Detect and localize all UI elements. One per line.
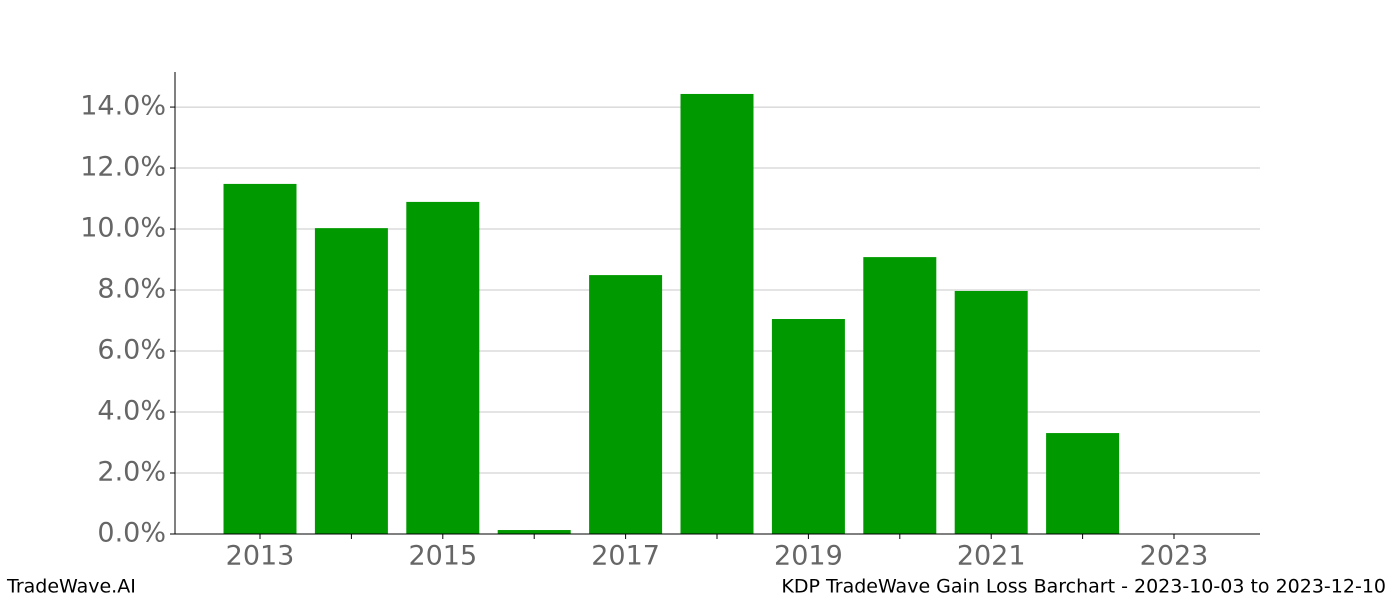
bar [497, 530, 571, 534]
y-tick-label: 10.0% [80, 213, 166, 244]
bar [863, 257, 937, 534]
bar [589, 275, 663, 534]
x-tick-label: 2017 [591, 541, 660, 572]
x-tick-label: 2013 [226, 541, 295, 572]
footer-right: KDP TradeWave Gain Loss Barchart - 2023-… [781, 576, 1386, 598]
y-tick-label: 2.0% [97, 457, 166, 488]
bar [954, 290, 1028, 534]
bar [771, 319, 845, 534]
bar [1046, 433, 1120, 534]
y-tick-label: 6.0% [97, 335, 166, 366]
x-tick-label: 2015 [408, 541, 477, 572]
y-tick-label: 14.0% [80, 91, 166, 122]
y-tick-label: 0.0% [97, 518, 166, 549]
y-tick-label: 4.0% [97, 396, 166, 427]
x-tick-label: 2021 [957, 541, 1026, 572]
bar [223, 183, 297, 535]
x-tick-label: 2023 [1140, 541, 1209, 572]
footer-left: TradeWave.AI [6, 576, 136, 598]
bar [314, 228, 388, 535]
y-tick-label: 8.0% [97, 274, 166, 305]
x-tick-label: 2019 [774, 541, 843, 572]
bar [406, 201, 480, 534]
bar [680, 93, 754, 535]
y-tick-label: 12.0% [80, 152, 166, 183]
